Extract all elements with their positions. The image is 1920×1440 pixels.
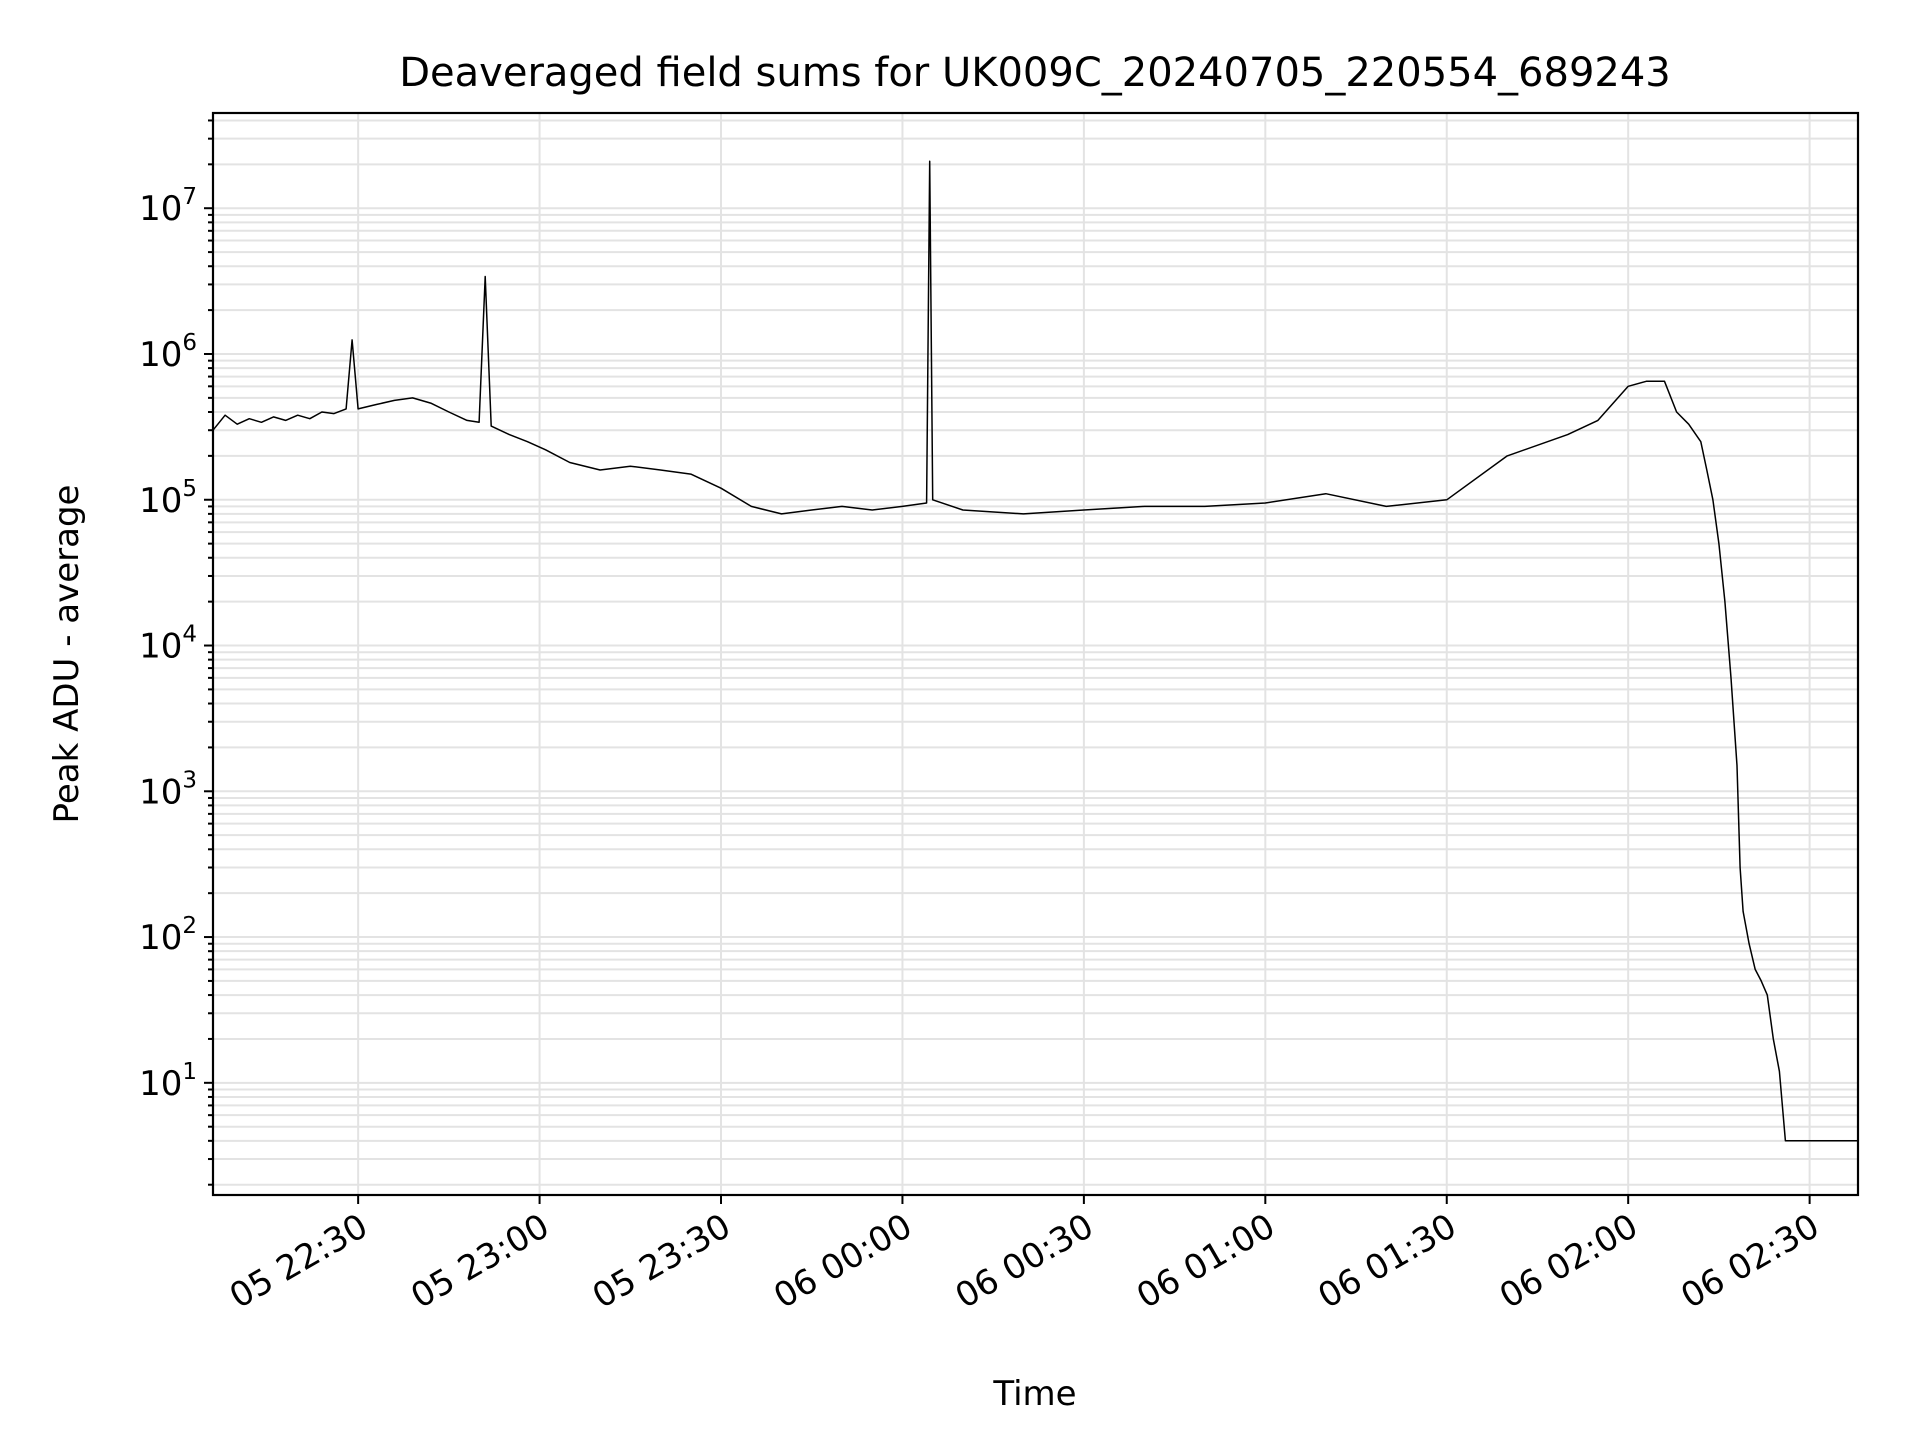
y-tick-label: 106 [139, 330, 197, 375]
x-tick-label: 06 01:30 [1312, 1206, 1464, 1317]
plot-frame [211, 111, 1860, 1197]
series-line [212, 160, 1858, 1142]
y-axis-label: Peak ADU - average [47, 485, 87, 824]
y-tick-label: 103 [139, 767, 197, 812]
x-tick-label: 05 23:30 [586, 1206, 738, 1317]
x-tick-label: 06 01:00 [1130, 1206, 1282, 1317]
x-tick-label: 06 00:00 [767, 1206, 919, 1317]
y-tick-label: 105 [139, 476, 197, 521]
x-axis-label: Time [992, 1374, 1076, 1414]
x-tick-label: 06 02:30 [1674, 1206, 1826, 1317]
x-tick-label: 05 23:00 [404, 1206, 556, 1317]
y-tick-label: 102 [139, 913, 197, 958]
y-tick-label: 107 [139, 184, 197, 229]
x-tick-label: 06 00:30 [949, 1206, 1101, 1317]
y-tick-label: 101 [139, 1059, 197, 1104]
chart-title: Deaveraged field sums for UK009C_2024070… [399, 50, 1670, 96]
x-tick-label: 06 02:00 [1493, 1206, 1645, 1317]
series-layer [212, 160, 1858, 1142]
grid [213, 113, 1858, 1195]
y-tick-label: 104 [139, 622, 197, 667]
x-tick-label: 05 22:30 [223, 1206, 375, 1317]
ticks: 101 102 103 104 105 106 107 05 22:30 05 23:00 05 … [139, 119, 1826, 1317]
